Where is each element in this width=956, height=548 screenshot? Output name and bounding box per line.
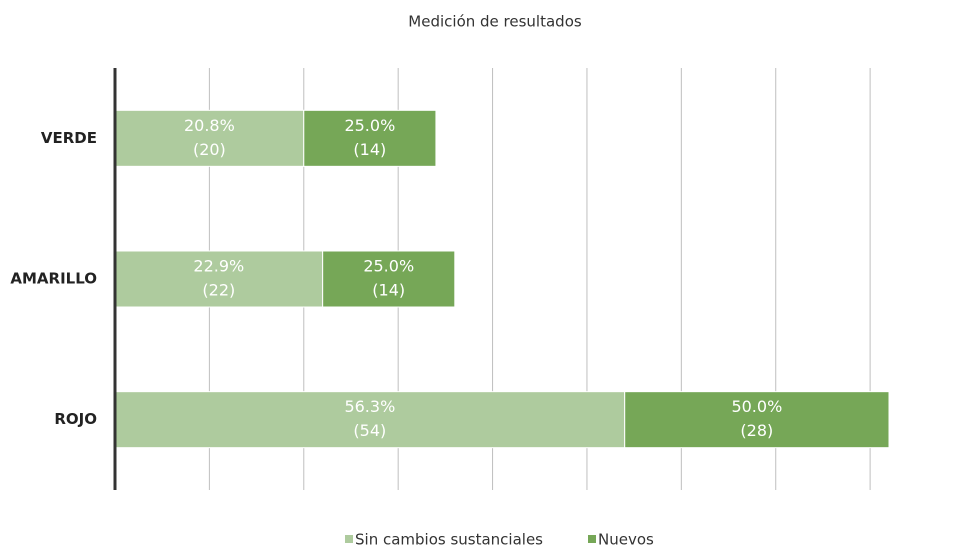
data-label: (54) <box>353 421 386 440</box>
data-label: (14) <box>372 281 405 300</box>
bar <box>114 391 626 449</box>
y-tick-label: AMARILLO <box>10 270 97 288</box>
legend-swatch <box>345 535 353 543</box>
data-label: 20.8% <box>184 116 235 135</box>
y-tick-label: ROJO <box>54 410 97 428</box>
data-label: 25.0% <box>363 257 414 276</box>
data-label: (22) <box>202 281 235 300</box>
bar <box>624 391 890 449</box>
legend-label: Nuevos <box>598 531 654 548</box>
y-tick-label: VERDE <box>41 129 97 147</box>
legend-label: Sin cambios sustanciales <box>355 531 543 548</box>
bar <box>303 109 437 167</box>
data-label: (14) <box>353 140 386 159</box>
data-label: (20) <box>193 140 226 159</box>
data-label: 56.3% <box>344 397 395 416</box>
data-label: 22.9% <box>193 257 244 276</box>
bar <box>322 250 456 308</box>
data-label: (28) <box>740 421 773 440</box>
legend-swatch <box>588 535 596 543</box>
data-label: 25.0% <box>344 116 395 135</box>
data-label: 50.0% <box>731 397 782 416</box>
bar <box>114 250 324 308</box>
chart-title: Medición de resultados <box>408 13 582 31</box>
